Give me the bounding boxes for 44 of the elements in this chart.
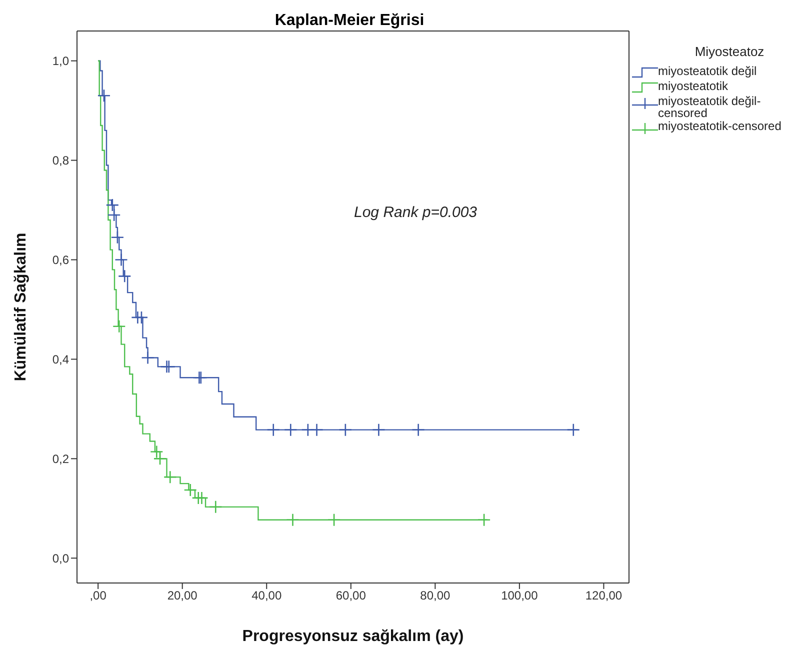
point [107, 208, 121, 222]
y-tick-label: 1,0 [52, 54, 70, 68]
point [477, 513, 491, 526]
point [286, 513, 300, 526]
legend-title: Miyosteatoz [694, 44, 766, 59]
point [266, 423, 280, 436]
legend-label: miyosteatotik [658, 79, 730, 93]
y-tick-label: 0,4 [52, 352, 70, 366]
x-tick-label: 40,00 [252, 588, 282, 603]
point [372, 423, 386, 436]
point [106, 198, 120, 212]
y-tick-label: 0,2 [52, 452, 70, 466]
point [163, 470, 177, 484]
point [162, 360, 176, 374]
y-tick-label: 0,0 [52, 551, 70, 566]
x-tick-label: 120,00 [585, 588, 622, 603]
chart-title: Kaplan-Meier Eğrisi [274, 12, 426, 30]
point [141, 351, 154, 364]
legend-label: miyosteatotik-censored [658, 119, 782, 133]
point [327, 513, 341, 526]
point [110, 230, 124, 244]
x-tick-label: 20,00 [167, 588, 198, 603]
point [338, 423, 352, 436]
point [134, 310, 148, 324]
x-tick-label: ,00 [90, 588, 107, 603]
y-tick-label: 0,6 [52, 253, 70, 268]
annotation: Log Rank p=0.003 [354, 204, 478, 221]
point [310, 423, 324, 436]
y-tick-label: 0,8 [52, 154, 70, 168]
y-axis-title: Kümülatif Sağkalım [12, 232, 30, 382]
x-tick-label: 60,00 [336, 588, 366, 603]
point [284, 423, 298, 436]
point [195, 491, 208, 505]
point [97, 89, 111, 102]
legend-label: miyosteatotik değil [658, 64, 758, 78]
point [208, 500, 222, 514]
point [118, 270, 132, 283]
point [412, 423, 425, 436]
point [566, 423, 580, 436]
point [114, 253, 128, 266]
x-axis-title: Progresyonsuz sağkalım (ay) [242, 628, 464, 645]
point [112, 320, 126, 334]
x-tick-label: 100,00 [501, 588, 538, 603]
x-tick-label: 80,00 [420, 588, 451, 603]
